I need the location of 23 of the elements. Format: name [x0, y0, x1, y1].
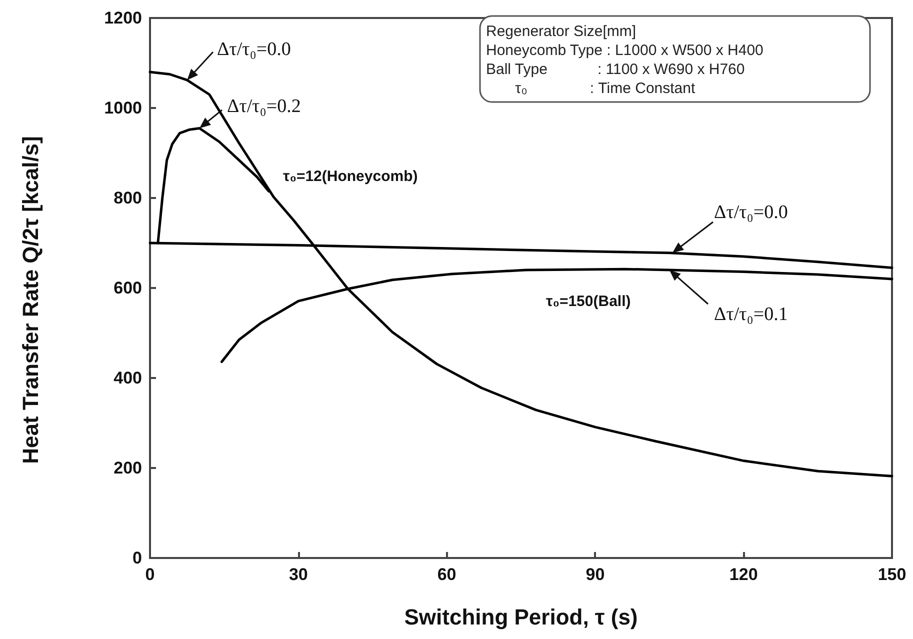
y-tick-label: 400	[114, 368, 142, 388]
x-tick-label: 150	[878, 565, 906, 584]
y-tick-label: 800	[114, 188, 142, 208]
annotation: Δτ/τ₀=0.0	[217, 39, 291, 60]
y-tick-label: 0	[132, 548, 142, 568]
info-box: Regenerator Size[mm] Honeycomb Type : L1000 x W500 x H400 Ball Type : 1100 x W690 x H760 τ₀ : Time Constant	[479, 15, 871, 103]
annotation: τ₀=150(Ball)	[546, 293, 631, 310]
annotation: Regenerator Size[mm] Honeycomb Type : L1000 x W500 x H400 Ball Type : 1100 x W690 x H760 τ₀ : Time Constant	[486, 23, 764, 97]
x-tick-label: 0	[145, 565, 155, 584]
y-tick-label: 1200	[104, 8, 142, 28]
x-tick-label: 30	[288, 565, 308, 584]
x-tick-label: 90	[586, 565, 605, 584]
annotation: τ₀=12(Honeycomb)	[283, 168, 418, 185]
y-tick-label: 600	[114, 278, 142, 298]
annotation: Δτ/τ₀=0.0	[714, 202, 788, 223]
y-tick-label: 1000	[104, 98, 142, 118]
x-axis-title: Switching Period, τ (s)	[404, 604, 638, 630]
annotation: Δτ/τ₀=0.2	[227, 96, 301, 117]
x-tick-label: 120	[729, 565, 758, 584]
x-tick-label: 60	[437, 565, 456, 584]
y-tick-label: 200	[114, 458, 142, 478]
annotation: Δτ/τ₀=0.1	[714, 304, 788, 325]
y-axis-title: Heat Transfer Rate Q/2τ [kcal/s]	[18, 136, 43, 464]
